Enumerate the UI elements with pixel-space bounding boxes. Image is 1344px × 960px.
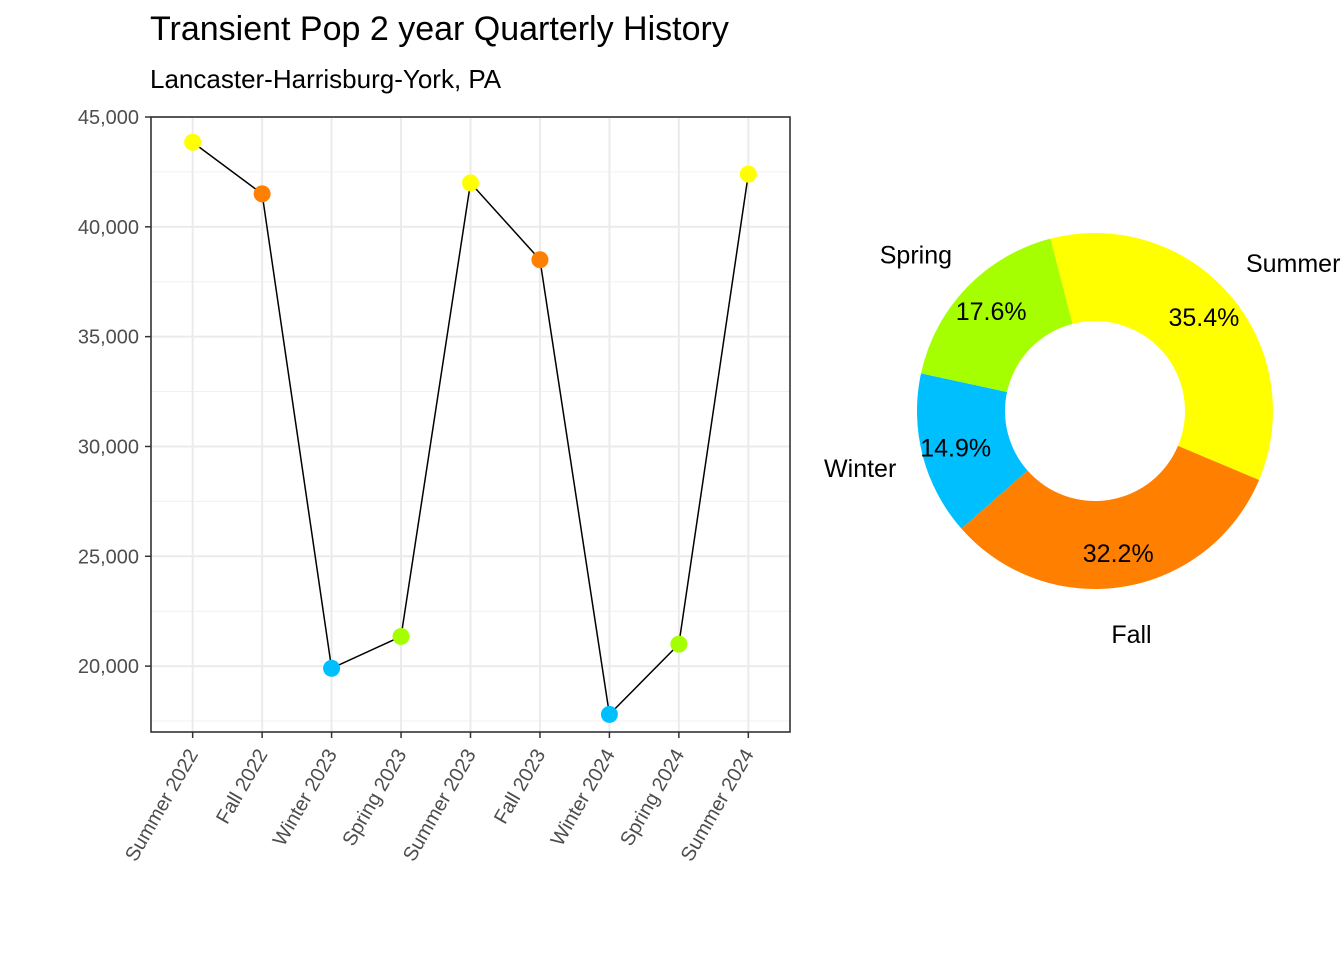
data-point: [600, 705, 618, 723]
y-tick-label: 35,000: [78, 327, 139, 349]
slice-percent-label: 17.6%: [956, 298, 1027, 326]
slice-percent-label: 32.2%: [1083, 540, 1154, 568]
donut-slice: [961, 445, 1260, 590]
donut-chart-labels: 35.4%Summer 32.2% Fall 14.9% Winter 17.6% Spri…: [824, 241, 1340, 649]
slice-name-label: Fall: [1111, 621, 1151, 649]
y-tick-label: 20,000: [78, 656, 139, 678]
data-point: [392, 627, 410, 645]
data-point: [670, 635, 688, 653]
donut-chart-slices: [917, 233, 1273, 590]
line-chart-series: [184, 133, 757, 723]
donut-slice: [921, 238, 1073, 392]
y-tick-label: 40,000: [78, 217, 139, 239]
donut-slice: [917, 373, 1028, 529]
data-point: [462, 174, 479, 192]
chart-title: Transient Pop 2 year Quarterly History: [150, 10, 729, 48]
data-point: [323, 659, 341, 677]
chart-subtitle: Lancaster-Harrisburg-York, PA: [150, 64, 502, 94]
data-point: [739, 165, 757, 183]
slice-name-label: Summer: [1246, 250, 1340, 278]
line-chart-grid: [151, 116, 790, 732]
data-point: [531, 251, 549, 269]
data-point: [184, 133, 202, 151]
y-tick-label: 45,000: [78, 107, 139, 129]
y-tick-label: 25,000: [78, 546, 139, 568]
data-point: [253, 185, 271, 203]
slice-name-label: Winter: [824, 455, 896, 483]
donut-slice: [1050, 233, 1273, 481]
y-tick-label: 30,000: [78, 436, 139, 458]
slice-percent-label: 35.4%: [1168, 304, 1239, 332]
slice-percent-label: 14.9%: [920, 434, 991, 462]
slice-name-label: Spring: [880, 241, 952, 269]
